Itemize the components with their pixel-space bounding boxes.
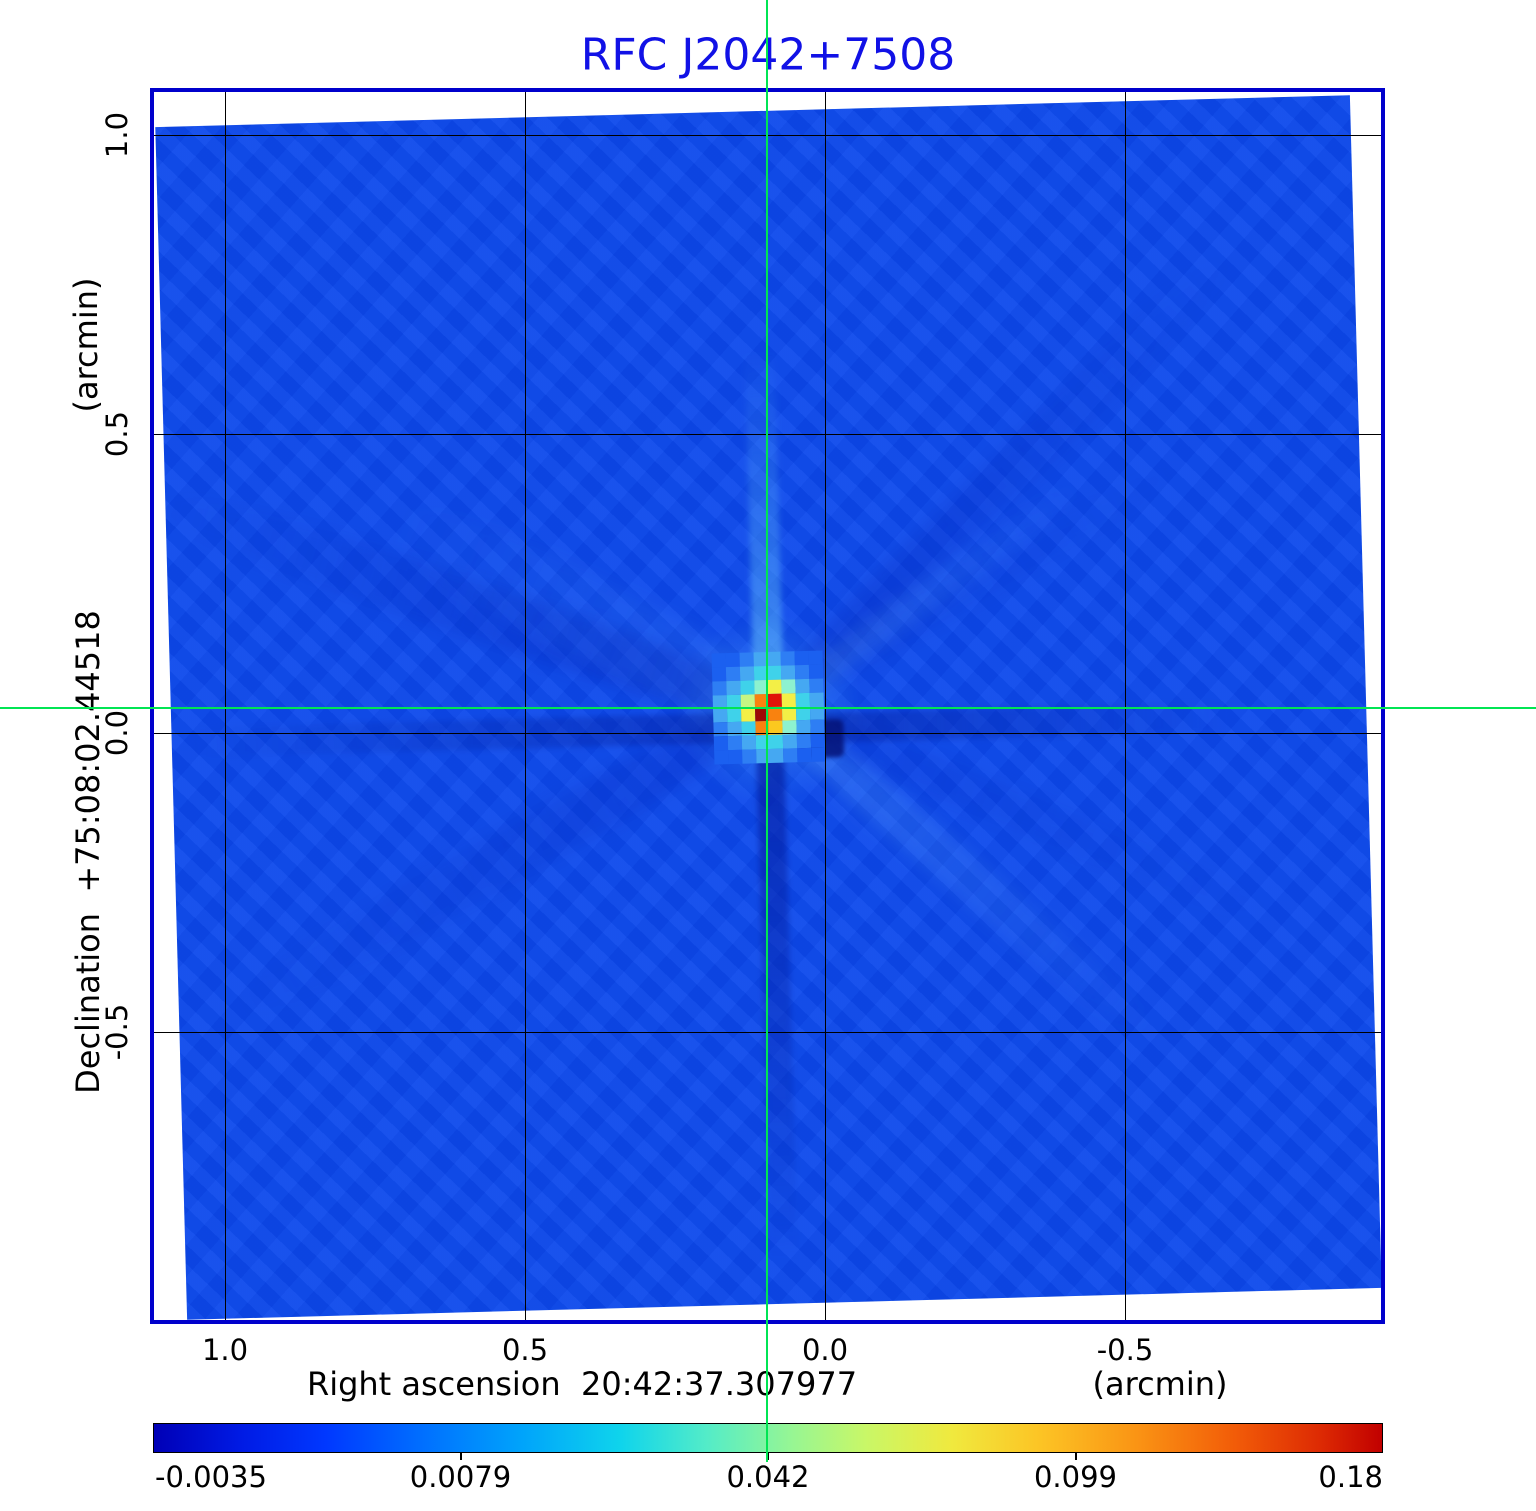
source-pixel xyxy=(741,735,757,750)
source-pixel xyxy=(740,680,755,695)
colorbar-tick-label: 0.0079 xyxy=(409,1460,512,1494)
x-tick-label: 1.0 xyxy=(201,1333,249,1367)
source-pixel xyxy=(727,722,742,737)
colorbar-tick xyxy=(459,1453,462,1460)
source-pixel xyxy=(796,733,812,749)
source-pixel xyxy=(769,734,784,750)
x-axis-title: Right ascension 20:42:37.307977 xyxy=(306,1365,858,1403)
crosshair-horizontal-line xyxy=(0,707,1536,709)
source-pixel xyxy=(794,664,810,680)
source-pixel xyxy=(726,680,741,696)
source-pixel xyxy=(727,735,743,751)
x-tick-label: 0.5 xyxy=(501,1333,549,1367)
source-pixel xyxy=(740,707,756,723)
gridline-ra xyxy=(825,92,826,1320)
psf-ray xyxy=(155,477,778,736)
figure-title: RFC J2042+7508 xyxy=(580,29,956,81)
source-pixel xyxy=(728,749,743,764)
source-pixel xyxy=(713,708,728,723)
gridline-ra xyxy=(1125,92,1126,1320)
y-axis-unit-label: (arcmin) xyxy=(67,277,105,413)
colorbar-tick-label: -0.0035 xyxy=(155,1460,267,1494)
x-axis-unit-label: (arcmin) xyxy=(1092,1365,1228,1403)
source-pixel xyxy=(783,734,798,749)
y-tick-label: 0.0 xyxy=(100,709,134,757)
source-pixel xyxy=(781,679,796,694)
source-pixel xyxy=(739,652,754,668)
source-pixel xyxy=(808,664,824,679)
source-pixel xyxy=(810,733,825,748)
colorbar-tick-label: 0.18 xyxy=(1318,1460,1383,1494)
psf-band xyxy=(191,712,732,758)
source-pixel xyxy=(755,748,771,764)
source-pixel xyxy=(767,665,782,681)
psf-band xyxy=(756,750,798,1262)
y-tick-label: 1.0 xyxy=(100,111,134,159)
source-pixel xyxy=(713,722,729,737)
source-pixel xyxy=(783,748,798,763)
y-tick-label: 0.5 xyxy=(100,410,134,458)
source-pixel xyxy=(767,651,782,667)
source-pixel xyxy=(742,749,757,764)
x-tick-label: -0.5 xyxy=(1096,1333,1154,1367)
source-pixel xyxy=(767,679,783,694)
psf-ray xyxy=(760,689,1276,933)
source-pixel xyxy=(714,749,729,765)
source-pixel xyxy=(794,651,809,666)
crosshair-vertical-line xyxy=(766,0,768,1462)
source-pixel xyxy=(739,666,755,681)
colorbar-tick xyxy=(1074,1453,1077,1460)
source-pixel xyxy=(795,678,810,694)
y-tick-label: -0.5 xyxy=(100,1003,134,1061)
source-pixel xyxy=(781,692,797,708)
psf-ray xyxy=(760,454,1182,722)
source-pixel xyxy=(768,693,783,708)
source-pixel xyxy=(769,748,784,763)
source-pixel xyxy=(714,736,729,751)
source-pixel xyxy=(726,666,741,682)
source-pixel xyxy=(711,653,727,668)
colorbar-tick xyxy=(767,1453,769,1460)
psf-ray xyxy=(224,684,782,1032)
colorbar-tick-label: 0.099 xyxy=(1033,1460,1118,1494)
gridline-ra xyxy=(225,92,226,1320)
source-pixel xyxy=(795,692,811,707)
source-pixel xyxy=(797,747,812,763)
source-pixel xyxy=(725,653,741,668)
source-pixel xyxy=(712,681,727,696)
source-pixel xyxy=(809,692,824,707)
gridline-ra xyxy=(525,92,526,1320)
source-pixel xyxy=(810,747,826,762)
source-pixel xyxy=(712,667,727,682)
source-pixel xyxy=(780,651,796,666)
source-pixel xyxy=(768,707,783,722)
x-tick-label: 0.0 xyxy=(801,1333,849,1367)
source-pixel xyxy=(808,650,823,666)
colorbar-tick-label: 0.042 xyxy=(726,1460,810,1494)
source-pixel xyxy=(781,665,796,680)
colorbar xyxy=(153,1423,1383,1453)
source-pixel xyxy=(727,708,742,723)
source-pixel xyxy=(809,678,824,693)
